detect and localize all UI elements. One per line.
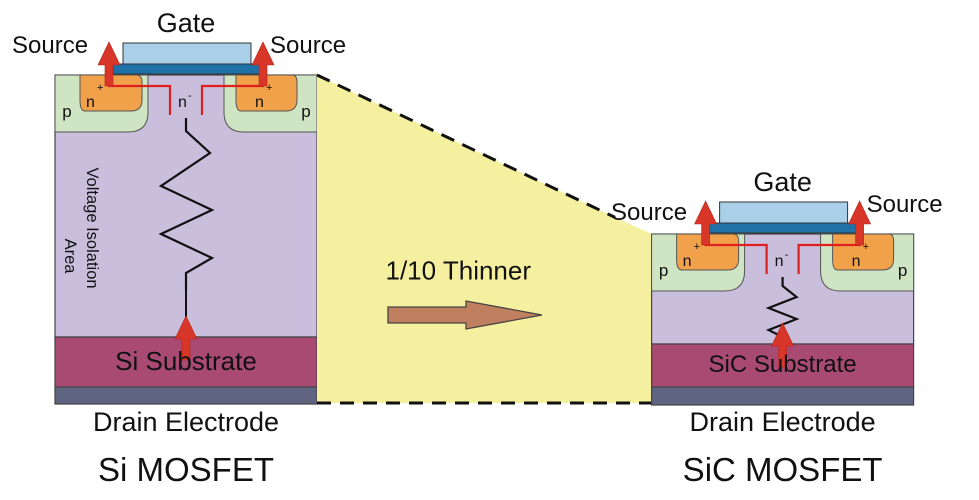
svg-text:n: n bbox=[86, 94, 95, 111]
svg-text:n: n bbox=[178, 94, 187, 111]
svg-text:Source: Source bbox=[270, 32, 346, 59]
svg-text:Source: Source bbox=[611, 199, 687, 226]
svg-text:Drain Electrode: Drain Electrode bbox=[690, 407, 876, 437]
svg-text:+: + bbox=[694, 241, 700, 253]
svg-text:Gate: Gate bbox=[157, 8, 216, 38]
svg-text:+: + bbox=[97, 82, 103, 94]
svg-text:n: n bbox=[255, 94, 264, 111]
svg-text:n: n bbox=[775, 253, 784, 270]
svg-text:p: p bbox=[301, 102, 310, 121]
svg-text:SiC Substrate: SiC Substrate bbox=[709, 351, 857, 378]
svg-text:p: p bbox=[898, 261, 907, 280]
svg-text:Source: Source bbox=[867, 191, 943, 218]
svg-text:SiC MOSFET: SiC MOSFET bbox=[683, 451, 883, 488]
svg-text:-: - bbox=[785, 249, 789, 261]
svg-text:p: p bbox=[62, 102, 71, 121]
svg-text:Drain Electrode: Drain Electrode bbox=[93, 407, 279, 437]
svg-text:Gate: Gate bbox=[753, 167, 812, 197]
svg-text:Area: Area bbox=[61, 239, 79, 275]
svg-text:Si Substrate: Si Substrate bbox=[115, 346, 257, 376]
svg-text:1/10 Thinner: 1/10 Thinner bbox=[386, 255, 532, 285]
svg-text:n: n bbox=[852, 253, 861, 270]
svg-text:-: - bbox=[188, 90, 192, 102]
svg-text:Si MOSFET: Si MOSFET bbox=[98, 451, 274, 488]
svg-text:n: n bbox=[683, 253, 692, 270]
svg-text:p: p bbox=[659, 261, 668, 280]
svg-text:Voltage Isolation: Voltage Isolation bbox=[83, 167, 101, 288]
svg-text:Source: Source bbox=[12, 32, 88, 59]
